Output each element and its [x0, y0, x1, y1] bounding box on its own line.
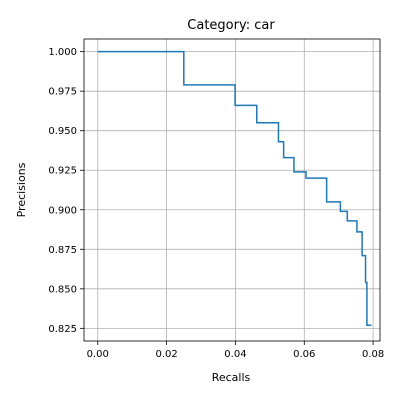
- x-tick-label: 0.04: [224, 349, 246, 360]
- precision-recall-line: [97, 50, 372, 326]
- plot-frame: [83, 38, 381, 342]
- x-tick-label: 0.02: [155, 349, 177, 360]
- y-tick-label: 0.900: [48, 205, 77, 216]
- y-tick-label: 0.975: [48, 87, 77, 98]
- x-tick-label: 0.08: [362, 349, 384, 360]
- x-tick-label: 0.06: [293, 349, 315, 360]
- y-tick-label: 0.875: [48, 245, 77, 256]
- y-tick-label: 0.825: [48, 324, 77, 335]
- y-tick-label: 0.925: [48, 166, 77, 177]
- y-tick-label: 0.850: [48, 284, 77, 295]
- series-layer: [97, 50, 372, 326]
- y-tick-label: 0.950: [48, 126, 77, 137]
- x-tick-label: 0.00: [87, 349, 109, 360]
- y-tick-label: 1.000: [48, 47, 77, 58]
- axis-ticks: 0.00 0.02 0.04 0.06 0.08 0.825 0.850 0.875 0.900…: [48, 47, 384, 360]
- y-axis-label: Precisions: [15, 162, 28, 217]
- chart-title: Category: car: [187, 18, 275, 33]
- x-axis-label: Recalls: [212, 371, 251, 384]
